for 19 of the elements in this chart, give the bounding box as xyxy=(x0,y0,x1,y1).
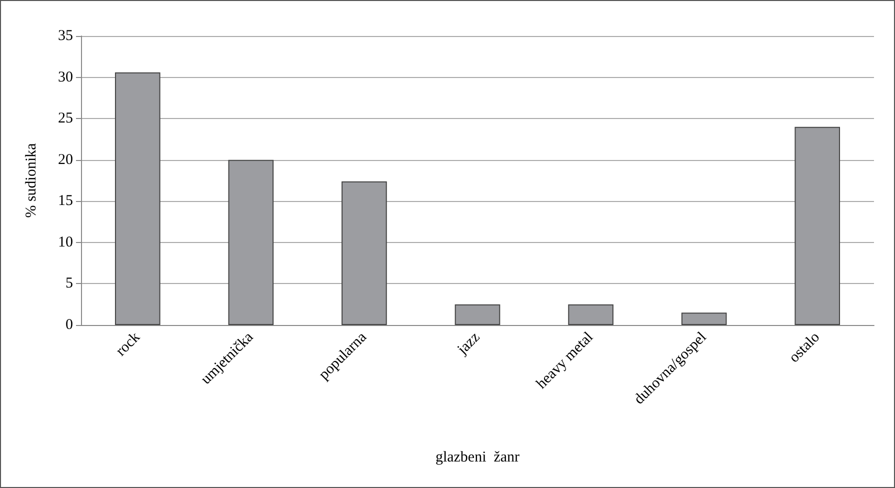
x-tick-label: jazz xyxy=(454,329,484,358)
y-tick-label: 25 xyxy=(58,110,73,127)
bar xyxy=(114,72,160,325)
bar xyxy=(342,181,387,325)
bar xyxy=(228,160,274,325)
y-tick-label: 0 xyxy=(66,317,73,333)
y-tick-label: 15 xyxy=(58,193,73,210)
x-tick-label: rock xyxy=(113,328,144,360)
y-tick-label: 35 xyxy=(58,28,73,44)
bar xyxy=(454,304,500,325)
y-tick-label: 20 xyxy=(58,152,73,168)
bar xyxy=(794,126,840,325)
y-tick-label: 10 xyxy=(58,234,73,250)
y-tick-label: 5 xyxy=(66,276,73,292)
bar xyxy=(568,304,614,325)
bar xyxy=(681,312,727,325)
y-axis-title: % sudionika xyxy=(24,142,40,218)
x-axis-title: glazbeni žanr xyxy=(435,450,520,466)
y-tick-label: 30 xyxy=(58,69,73,86)
